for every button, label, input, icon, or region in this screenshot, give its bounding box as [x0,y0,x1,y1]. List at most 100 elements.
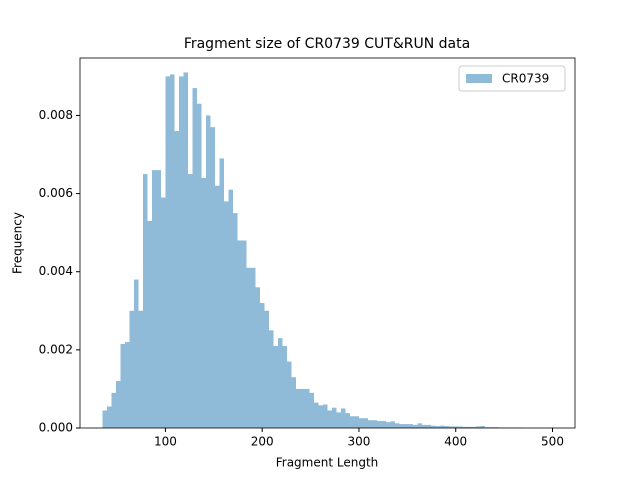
bar [179,76,184,428]
bar [480,426,485,428]
bar [269,330,274,428]
bar [125,342,130,428]
chart-title: Fragment size of CR0739 CUT&RUN data [184,36,470,52]
bar [152,170,157,428]
bar [449,426,454,428]
bar [197,103,202,429]
bar [278,338,283,428]
bar [462,426,467,428]
bar [345,413,350,428]
legend-swatch [466,74,492,83]
bar [431,425,436,428]
bar [129,310,134,428]
bar [327,410,332,428]
bar [224,201,229,428]
bar [444,426,449,428]
bar [300,388,305,428]
bar [242,240,247,428]
bar [458,426,463,428]
bar [111,392,116,428]
x-tick-label: 200 [251,435,274,449]
bar [192,88,197,429]
x-tick-label: 500 [541,435,564,449]
bar [174,131,179,428]
bar [354,416,359,428]
bar [476,426,481,428]
bar [368,420,373,428]
bar [233,213,238,428]
bar [386,422,391,428]
y-axis-label: Frequency [11,212,25,274]
y-tick-label: 0.006 [39,186,73,200]
bar [435,426,440,428]
bar [170,74,175,428]
bar [102,410,107,428]
bar [404,424,409,428]
bar [264,310,269,428]
bar [246,267,251,428]
bar [165,76,170,428]
bar [332,407,337,428]
bar [219,158,224,429]
bar [147,220,152,428]
bar [287,361,292,428]
bar [282,345,287,428]
legend-label: CR0739 [502,72,549,86]
plot-frame [79,57,576,429]
bar [143,174,148,428]
bar [215,185,220,428]
bar [440,425,445,428]
bar [260,302,265,428]
bar [251,267,256,428]
bar [188,174,193,428]
bar [408,424,413,428]
bar [134,279,139,428]
bar [422,424,427,428]
y-tick-label: 0.000 [39,421,73,435]
bar [228,189,233,428]
bar [467,426,472,428]
bar [417,423,422,428]
x-tick-label: 100 [154,435,177,449]
bar [426,424,431,428]
bar [237,240,242,428]
bar [314,402,319,428]
x-axis-label: Fragment Length [276,456,379,470]
bar [255,287,260,428]
bar [350,416,355,428]
bar [413,424,418,428]
y-tick-label: 0.002 [39,342,73,356]
bar [107,406,112,428]
y-tick-label: 0.004 [39,264,73,278]
x-tick-label: 400 [444,435,467,449]
bar [381,420,386,428]
bar [372,420,377,428]
bar [377,420,382,428]
bar [206,115,211,428]
bar [305,388,310,428]
bar [138,310,143,428]
bar [399,424,404,428]
bar [471,426,476,428]
bar [323,404,328,428]
bar [210,127,215,429]
bar [309,392,314,428]
bar [161,197,166,428]
bar [359,418,364,428]
bar [363,418,368,428]
bar [318,405,323,428]
bar [120,343,125,428]
bar [201,177,206,428]
bar [453,426,458,428]
bar [336,412,341,428]
bar [273,345,278,428]
bar [341,408,346,428]
bar [291,377,296,428]
legend-box [458,65,566,92]
bar [296,388,301,428]
bar [183,72,188,428]
x-tick-label: 300 [347,435,370,449]
y-tick-label: 0.008 [39,108,73,122]
